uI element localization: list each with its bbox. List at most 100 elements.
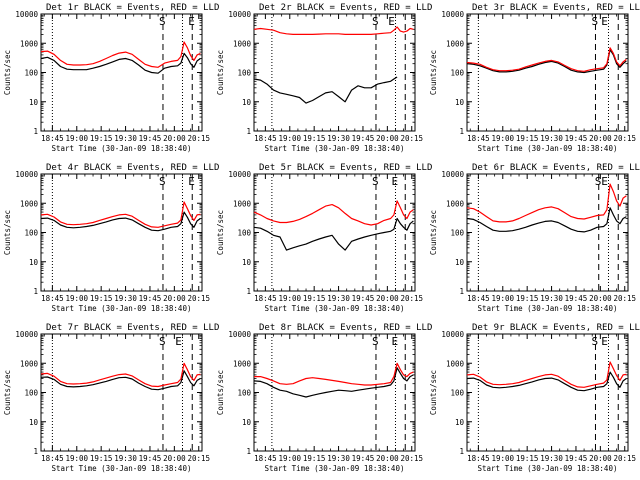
marker-label-e: E <box>391 175 398 188</box>
y-tick-label: 10 <box>242 98 252 107</box>
marker-label-e: E <box>601 335 608 348</box>
x-tick-label: 19:15 <box>516 134 539 143</box>
panel-title: Det 8r BLACK = Events, RED = LLD <box>259 323 432 333</box>
x-tick-label: 18:45 <box>41 294 64 303</box>
x-tick-label: 20:00 <box>376 294 399 303</box>
y-axis-label: Counts/sec <box>216 210 225 255</box>
detector-panel-2: Det 2r BLACK = Events, RED = LLD 1 10 100 10… <box>216 3 432 153</box>
detector-panel-6: Det 6r BLACK = Events, RED = LLD 1 10 100 10… <box>429 163 640 313</box>
panel-title: Det 4r BLACK = Events, RED = LLD <box>46 163 219 173</box>
panel-title: Det 9r BLACK = Events, RED = LLD <box>472 323 640 333</box>
series-line-events <box>40 370 201 391</box>
y-tick-label: 1 <box>33 127 38 136</box>
x-tick-label: 19:15 <box>516 454 539 463</box>
y-tick-label: 1 <box>246 447 251 456</box>
y-tick-label: 100 <box>450 229 464 238</box>
series-line-events <box>466 49 627 74</box>
x-tick-label: 20:00 <box>589 134 612 143</box>
y-tick-label: 10 <box>455 418 465 427</box>
marker-label-e: E <box>601 15 608 28</box>
panel-title: Det 3r BLACK = Events, RED = LLD <box>472 3 640 13</box>
marker-label-s: S <box>159 15 166 28</box>
y-tick-label: 10 <box>242 418 252 427</box>
x-tick-label: 20:15 <box>187 454 210 463</box>
series-line-events <box>253 367 414 398</box>
x-tick-label: 19:15 <box>303 454 326 463</box>
panel-title: Det 6r BLACK = Events, RED = LLD <box>472 163 640 173</box>
plot-frame <box>40 13 203 132</box>
x-tick-label: 20:15 <box>613 454 636 463</box>
y-tick-label: 1000 <box>446 199 465 208</box>
x-tick-label: 20:15 <box>400 454 423 463</box>
plot-frame <box>253 173 416 292</box>
x-tick-label: 19:00 <box>65 134 88 143</box>
x-tick-label: 18:45 <box>467 294 490 303</box>
series-line-events <box>40 211 201 232</box>
detector-panel-1: Det 1r BLACK = Events, RED = LLD 1 10 100 10… <box>3 3 219 153</box>
x-tick-label: 19:45 <box>139 294 162 303</box>
x-tick-label: 20:00 <box>589 454 612 463</box>
x-tick-label: 19:00 <box>278 454 301 463</box>
x-tick-label: 18:45 <box>254 134 277 143</box>
detector-panel-5: Det 5r BLACK = Events, RED = LLD 1 10 100 10… <box>216 163 432 313</box>
y-tick-label: 10000 <box>15 10 38 19</box>
y-tick-label: 1000 <box>20 39 39 48</box>
y-tick-label: 1 <box>33 287 38 296</box>
series-line-lld <box>466 47 627 72</box>
plot-frame <box>40 333 203 452</box>
x-tick-label: 18:45 <box>254 294 277 303</box>
y-tick-label: 1 <box>459 287 464 296</box>
x-tick-label: 18:45 <box>41 454 64 463</box>
plot-frame <box>40 173 203 292</box>
x-tick-label: 20:00 <box>589 294 612 303</box>
y-tick-label: 100 <box>450 69 464 78</box>
marker-label-e: E <box>601 175 608 188</box>
y-tick-label: 100 <box>24 389 38 398</box>
x-tick-label: 19:30 <box>327 134 350 143</box>
marker-label-e: E <box>175 335 182 348</box>
y-tick-label: 10 <box>29 98 39 107</box>
panel-title: Det 2r BLACK = Events, RED = LLD <box>259 3 432 13</box>
series-line-lld <box>253 26 414 36</box>
x-tick-label: 19:00 <box>65 454 88 463</box>
y-tick-label: 1 <box>33 447 38 456</box>
x-axis-label: Start Time (30-Jan-09 18:38:40) <box>265 464 405 473</box>
series-line-lld <box>466 361 627 388</box>
x-tick-label: 20:15 <box>187 294 210 303</box>
marker-label-s: S <box>372 15 379 28</box>
x-axis-label: Start Time (30-Jan-09 18:38:40) <box>265 304 405 313</box>
x-tick-label: 20:00 <box>376 134 399 143</box>
x-tick-label: 19:15 <box>90 294 113 303</box>
y-tick-label: 1000 <box>20 359 39 368</box>
x-tick-label: 20:15 <box>400 294 423 303</box>
y-tick-label: 10 <box>455 98 465 107</box>
detector-panel-4: Det 4r BLACK = Events, RED = LLD 1 10 100 10… <box>3 163 219 313</box>
x-tick-label: 18:45 <box>467 454 490 463</box>
y-tick-label: 10000 <box>441 330 464 339</box>
y-axis-label: Counts/sec <box>429 370 438 415</box>
marker-label-e: E <box>388 15 395 28</box>
plot-frame <box>466 333 629 452</box>
detector-panel-9: Det 9r BLACK = Events, RED = LLD 1 10 100 10… <box>429 323 640 473</box>
y-tick-label: 10 <box>29 258 39 267</box>
x-tick-label: 19:45 <box>352 134 375 143</box>
x-axis-label: Start Time (30-Jan-09 18:38:40) <box>478 144 618 153</box>
y-axis-label: Counts/sec <box>3 50 12 95</box>
marker-label-e: E <box>188 15 195 28</box>
y-tick-label: 10 <box>29 418 39 427</box>
x-tick-label: 19:15 <box>90 454 113 463</box>
marker-label-s: S <box>372 335 379 348</box>
x-axis-label: Start Time (30-Jan-09 18:38:40) <box>478 304 618 313</box>
x-tick-label: 20:15 <box>613 134 636 143</box>
y-axis-label: Counts/sec <box>429 210 438 255</box>
y-axis-label: Counts/sec <box>429 50 438 95</box>
plot-frame <box>466 173 629 292</box>
series-line-events <box>466 371 627 392</box>
y-tick-label: 100 <box>24 229 38 238</box>
x-tick-label: 19:30 <box>327 294 350 303</box>
y-tick-label: 1000 <box>233 39 252 48</box>
series-line-lld <box>254 362 414 386</box>
x-tick-label: 20:15 <box>400 134 423 143</box>
x-tick-label: 19:30 <box>114 294 137 303</box>
y-axis-label: Counts/sec <box>3 210 12 255</box>
